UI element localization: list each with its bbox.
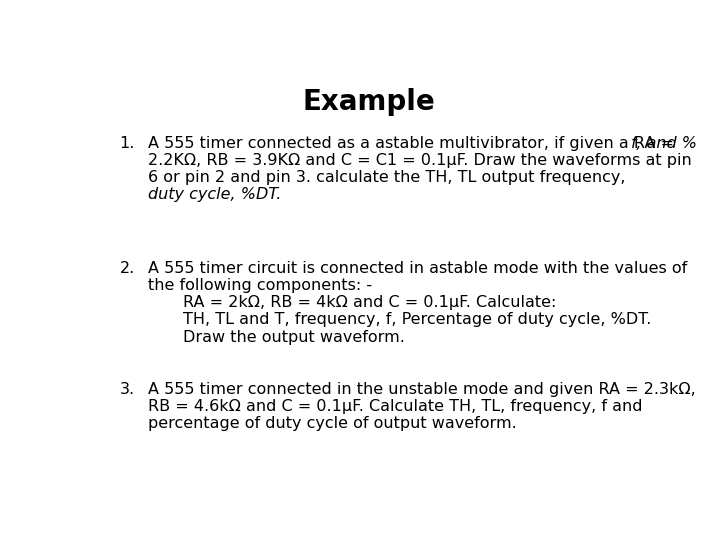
Text: TH, TL and T, frequency, f, Percentage of duty cycle, %DT.: TH, TL and T, frequency, f, Percentage o… xyxy=(183,313,652,327)
Text: 2.: 2. xyxy=(120,261,135,276)
Text: duty cycle, %DT.: duty cycle, %DT. xyxy=(148,187,282,202)
Text: Example: Example xyxy=(302,88,436,116)
Text: A 555 timer connected as a astable multivibrator, if given a RA =: A 555 timer connected as a astable multi… xyxy=(148,136,674,151)
Text: 3.: 3. xyxy=(120,382,135,397)
Text: RB = 4.6kΩ and C = 0.1μF. Calculate TH, TL, frequency, f and: RB = 4.6kΩ and C = 0.1μF. Calculate TH, … xyxy=(148,399,643,414)
Text: f, and %: f, and % xyxy=(631,137,697,151)
Text: 1.: 1. xyxy=(120,136,135,151)
Text: RA = 2kΩ, RB = 4kΩ and C = 0.1μF. Calculate:: RA = 2kΩ, RB = 4kΩ and C = 0.1μF. Calcul… xyxy=(183,295,557,310)
Text: 6 or pin 2 and pin 3. calculate the TH, TL output frequency,: 6 or pin 2 and pin 3. calculate the TH, … xyxy=(148,170,631,185)
Text: the following components: -: the following components: - xyxy=(148,278,372,293)
Text: A 555 timer connected in the unstable mode and given RA = 2.3kΩ,: A 555 timer connected in the unstable mo… xyxy=(148,382,696,397)
Text: A 555 timer circuit is connected in astable mode with the values of: A 555 timer circuit is connected in asta… xyxy=(148,261,688,276)
Text: Draw the output waveform.: Draw the output waveform. xyxy=(183,329,405,345)
Text: 2.2KΩ, RB = 3.9KΩ and C = C1 = 0.1μF. Draw the waveforms at pin: 2.2KΩ, RB = 3.9KΩ and C = C1 = 0.1μF. Dr… xyxy=(148,153,692,168)
Text: percentage of duty cycle of output waveform.: percentage of duty cycle of output wavef… xyxy=(148,416,517,431)
